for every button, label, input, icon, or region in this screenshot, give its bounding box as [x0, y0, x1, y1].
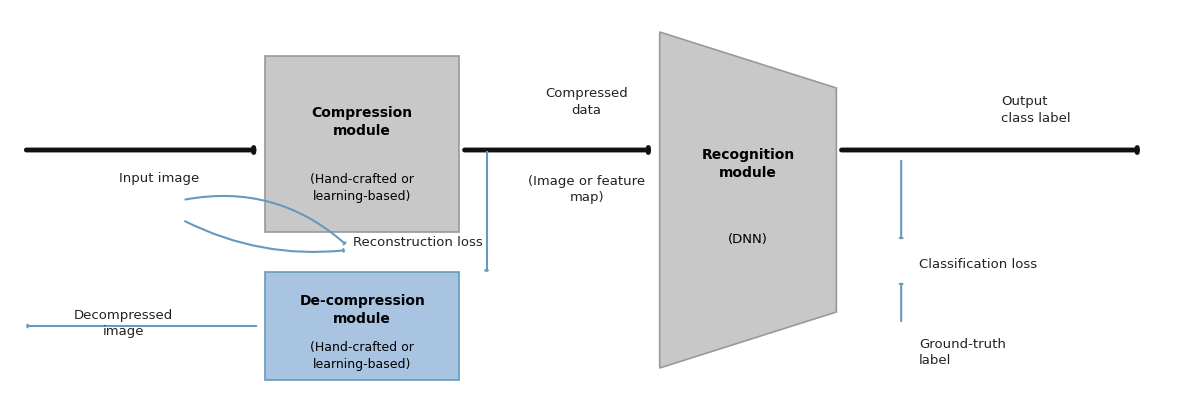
Text: Reconstruction loss: Reconstruction loss: [353, 236, 483, 248]
Text: De-compression
module: De-compression module: [299, 294, 425, 326]
Text: Ground-truth
label: Ground-truth label: [919, 338, 1006, 366]
Text: Decompressed
image: Decompressed image: [74, 310, 173, 338]
Text: (Image or feature
map): (Image or feature map): [528, 176, 646, 204]
Text: (Hand-crafted or
learning-based): (Hand-crafted or learning-based): [310, 341, 415, 371]
Polygon shape: [660, 32, 836, 368]
Text: Recognition
module: Recognition module: [701, 148, 795, 180]
Text: Input image: Input image: [119, 172, 199, 184]
Text: Compression
module: Compression module: [312, 106, 412, 138]
Text: Classification loss: Classification loss: [919, 258, 1037, 270]
Text: (Hand-crafted or
learning-based): (Hand-crafted or learning-based): [310, 173, 415, 203]
Text: (DNN): (DNN): [728, 234, 768, 246]
Bar: [265, 56, 459, 232]
Text: Output
class label: Output class label: [1001, 96, 1071, 124]
Bar: [265, 272, 459, 380]
Text: Compressed
data: Compressed data: [545, 88, 628, 116]
